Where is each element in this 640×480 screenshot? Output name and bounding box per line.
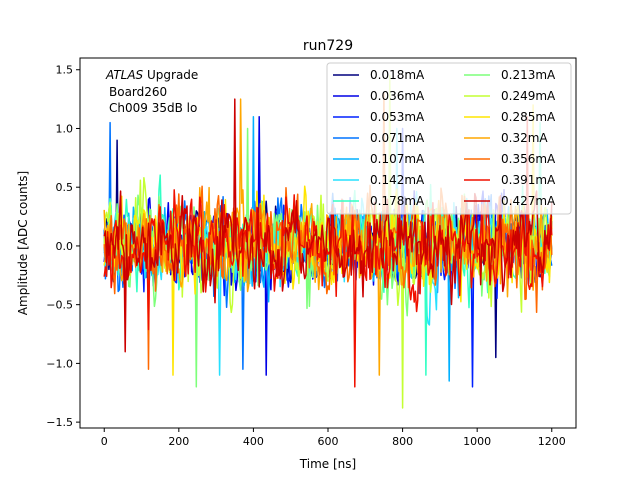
y-tick-label: 0.0 xyxy=(56,240,74,253)
y-tick-label: −1.0 xyxy=(46,357,73,370)
series-line-0.356mA xyxy=(103,92,553,371)
chart-title: run729 xyxy=(303,38,353,54)
x-tick-label: 400 xyxy=(243,435,264,448)
legend-label: 0.285mA xyxy=(501,110,556,124)
annotation-experiment-suffix: Upgrade xyxy=(143,68,198,82)
legend-label: 0.178mA xyxy=(370,194,425,208)
legend-label: 0.071mA xyxy=(370,131,425,145)
annotation-experiment: ATLAS xyxy=(105,68,144,82)
series-layer xyxy=(103,74,553,409)
y-axis-label: Amplitude [ADC counts] xyxy=(16,171,30,315)
x-tick-label: 600 xyxy=(318,435,339,448)
legend-label: 0.427mA xyxy=(501,194,556,208)
y-tick-label: 1.0 xyxy=(56,122,74,135)
legend-frame xyxy=(326,62,572,215)
legend-label: 0.053mA xyxy=(370,110,425,124)
legend-label: 0.036mA xyxy=(370,89,425,103)
legend: 0.018mA 0.036mA 0.053mA 0.071mA 0.107mA 0.142… xyxy=(326,62,572,215)
x-tick-label: 0 xyxy=(101,435,108,448)
series-line-0.427mA xyxy=(103,98,553,353)
legend-label: 0.249mA xyxy=(501,89,556,103)
legend-label: 0.32mA xyxy=(501,131,548,145)
legend-label: 0.018mA xyxy=(370,68,425,82)
y-tick-label: −1.5 xyxy=(46,416,73,429)
legend-label: 0.142mA xyxy=(370,173,425,187)
series-line-0.285mA xyxy=(103,104,553,376)
x-tick-label: 1000 xyxy=(463,435,491,448)
annotation: ATLAS Upgrade Board260 Ch009 35dB lo xyxy=(105,68,198,115)
x-tick-label: 1200 xyxy=(538,435,566,448)
annotation-line-1: ATLAS Upgrade xyxy=(105,68,198,82)
x-axis-label: Time [ns] xyxy=(299,457,356,471)
y-tick-label: −0.5 xyxy=(46,299,73,312)
annotation-line-3: Ch009 35dB lo xyxy=(109,101,197,115)
x-tick-label: 200 xyxy=(168,435,189,448)
annotation-line-2: Board260 xyxy=(109,85,167,99)
x-axis: 0 200 400 600 800 1000 1200 xyxy=(101,428,566,448)
y-axis: −1.5 −1.0 −0.5 0.0 0.5 1.0 1.5 xyxy=(46,64,80,429)
y-tick-label: 0.5 xyxy=(56,181,74,194)
y-tick-label: 1.5 xyxy=(56,64,74,77)
legend-label: 0.356mA xyxy=(501,152,556,166)
x-tick-label: 800 xyxy=(392,435,413,448)
legend-label: 0.391mA xyxy=(501,173,556,187)
legend-label: 0.213mA xyxy=(501,68,556,82)
legend-label: 0.107mA xyxy=(370,152,425,166)
